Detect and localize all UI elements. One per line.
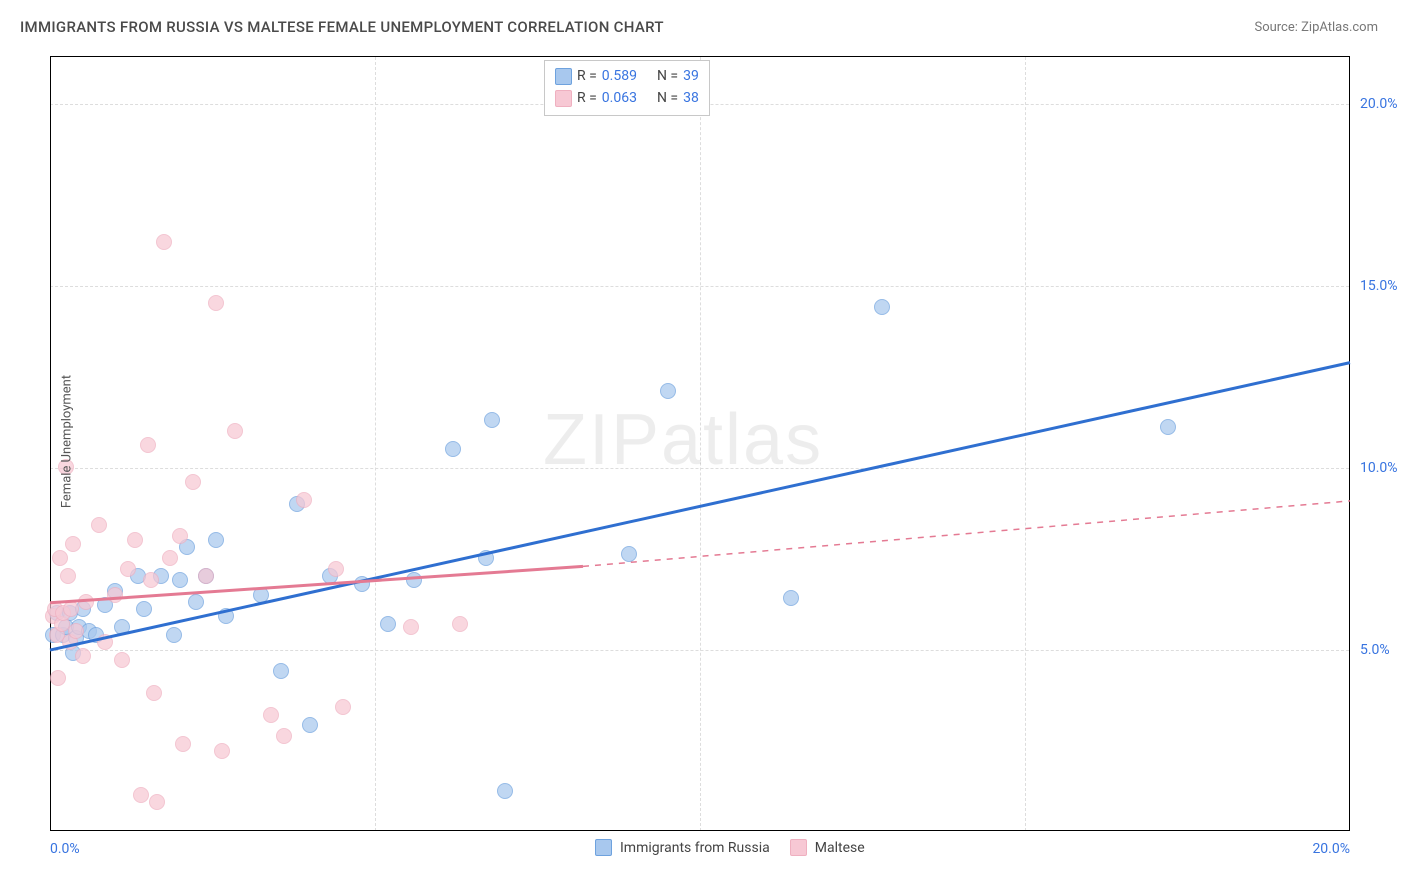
legend-n-prefix: N =	[657, 87, 678, 109]
scatter-point-maltese	[296, 492, 312, 508]
scatter-point-maltese	[276, 728, 292, 744]
legend-r-prefix: R =	[577, 87, 597, 109]
scatter-point-maltese	[120, 561, 136, 577]
scatter-point-russia	[302, 717, 318, 733]
gridline-vertical	[700, 57, 701, 831]
scatter-point-russia	[874, 299, 890, 315]
legend-swatch-maltese	[790, 839, 807, 856]
scatter-point-russia	[218, 608, 234, 624]
chart-title: IMMIGRANTS FROM RUSSIA VS MALTESE FEMALE…	[20, 18, 664, 36]
scatter-point-russia	[406, 572, 422, 588]
scatter-point-maltese	[97, 634, 113, 650]
scatter-point-maltese	[68, 623, 84, 639]
legend-r-prefix: R =	[577, 65, 597, 87]
scatter-point-maltese	[50, 670, 66, 686]
legend-label-maltese: Maltese	[815, 840, 865, 856]
scatter-point-maltese	[156, 234, 172, 250]
scatter-point-maltese	[107, 587, 123, 603]
gridline-vertical	[375, 57, 376, 831]
legend-row-maltese: R =0.063 N =38	[555, 87, 699, 109]
gridline-vertical	[1025, 57, 1026, 831]
scatter-point-maltese	[60, 568, 76, 584]
scatter-point-russia	[172, 572, 188, 588]
scatter-point-maltese	[114, 652, 130, 668]
scatter-point-russia	[497, 783, 513, 799]
legend-series: Immigrants from Russia Maltese	[595, 839, 865, 856]
y-tick-label: 10.0%	[1360, 460, 1398, 476]
scatter-point-maltese	[91, 517, 107, 533]
scatter-point-maltese	[175, 736, 191, 752]
scatter-point-russia	[114, 619, 130, 635]
legend-stats: R =0.589 N =39 R =0.063 N =38	[544, 60, 710, 116]
scatter-point-russia	[621, 546, 637, 562]
y-axis-line	[50, 57, 51, 831]
scatter-point-maltese	[172, 528, 188, 544]
scatter-point-russia	[166, 627, 182, 643]
legend-swatch-russia	[595, 839, 612, 856]
x-axis-line	[50, 830, 1349, 831]
scatter-point-russia	[188, 594, 204, 610]
legend-n-value-russia: 39	[683, 65, 699, 87]
scatter-point-russia	[478, 550, 494, 566]
y-axis-label: Female Unemployment	[60, 341, 75, 541]
legend-n-value-maltese: 38	[683, 87, 699, 109]
scatter-point-maltese	[214, 743, 230, 759]
scatter-point-russia	[273, 663, 289, 679]
x-axis-max-label: 20.0%	[1312, 841, 1350, 857]
scatter-point-maltese	[185, 474, 201, 490]
scatter-point-russia	[1160, 419, 1176, 435]
legend-item-russia: Immigrants from Russia	[595, 839, 770, 856]
legend-n-prefix: N =	[657, 65, 678, 87]
source-attribution: Source: ZipAtlas.com	[1254, 20, 1378, 35]
x-axis-min-label: 0.0%	[50, 841, 80, 857]
scatter-point-maltese	[127, 532, 143, 548]
y-tick-label: 15.0%	[1360, 278, 1398, 294]
scatter-point-russia	[354, 576, 370, 592]
scatter-point-maltese	[140, 437, 156, 453]
scatter-point-russia	[253, 587, 269, 603]
scatter-point-maltese	[63, 601, 79, 617]
scatter-point-maltese	[162, 550, 178, 566]
y-tick-label: 20.0%	[1360, 96, 1398, 112]
legend-item-maltese: Maltese	[790, 839, 865, 856]
legend-swatch-maltese	[555, 90, 572, 107]
scatter-point-maltese	[403, 619, 419, 635]
scatter-point-maltese	[452, 616, 468, 632]
scatter-point-maltese	[328, 561, 344, 577]
scatter-point-maltese	[335, 699, 351, 715]
scatter-point-russia	[445, 441, 461, 457]
scatter-point-maltese	[208, 295, 224, 311]
scatter-point-russia	[660, 383, 676, 399]
legend-swatch-russia	[555, 68, 572, 85]
scatter-point-russia	[136, 601, 152, 617]
scatter-point-maltese	[263, 707, 279, 723]
scatter-point-maltese	[78, 594, 94, 610]
scatter-point-russia	[380, 616, 396, 632]
legend-row-russia: R =0.589 N =39	[555, 65, 699, 87]
scatter-point-russia	[484, 412, 500, 428]
scatter-point-maltese	[146, 685, 162, 701]
y-tick-label: 5.0%	[1360, 642, 1390, 658]
scatter-point-maltese	[198, 568, 214, 584]
scatter-point-maltese	[227, 423, 243, 439]
legend-label-russia: Immigrants from Russia	[620, 840, 770, 856]
scatter-point-maltese	[133, 787, 149, 803]
scatter-point-maltese	[143, 572, 159, 588]
scatter-point-maltese	[75, 648, 91, 664]
legend-r-value-maltese: 0.063	[602, 87, 637, 109]
plot-area: 5.0%10.0%15.0%20.0%ZIPatlas	[50, 56, 1350, 831]
legend-r-value-russia: 0.589	[602, 65, 637, 87]
scatter-point-maltese	[52, 550, 68, 566]
scatter-point-russia	[783, 590, 799, 606]
scatter-point-maltese	[149, 794, 165, 810]
scatter-point-russia	[208, 532, 224, 548]
